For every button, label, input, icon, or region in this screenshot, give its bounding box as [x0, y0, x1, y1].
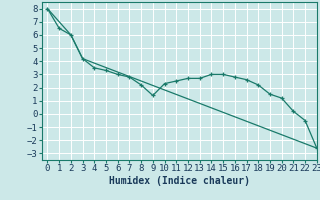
X-axis label: Humidex (Indice chaleur): Humidex (Indice chaleur) [109, 176, 250, 186]
